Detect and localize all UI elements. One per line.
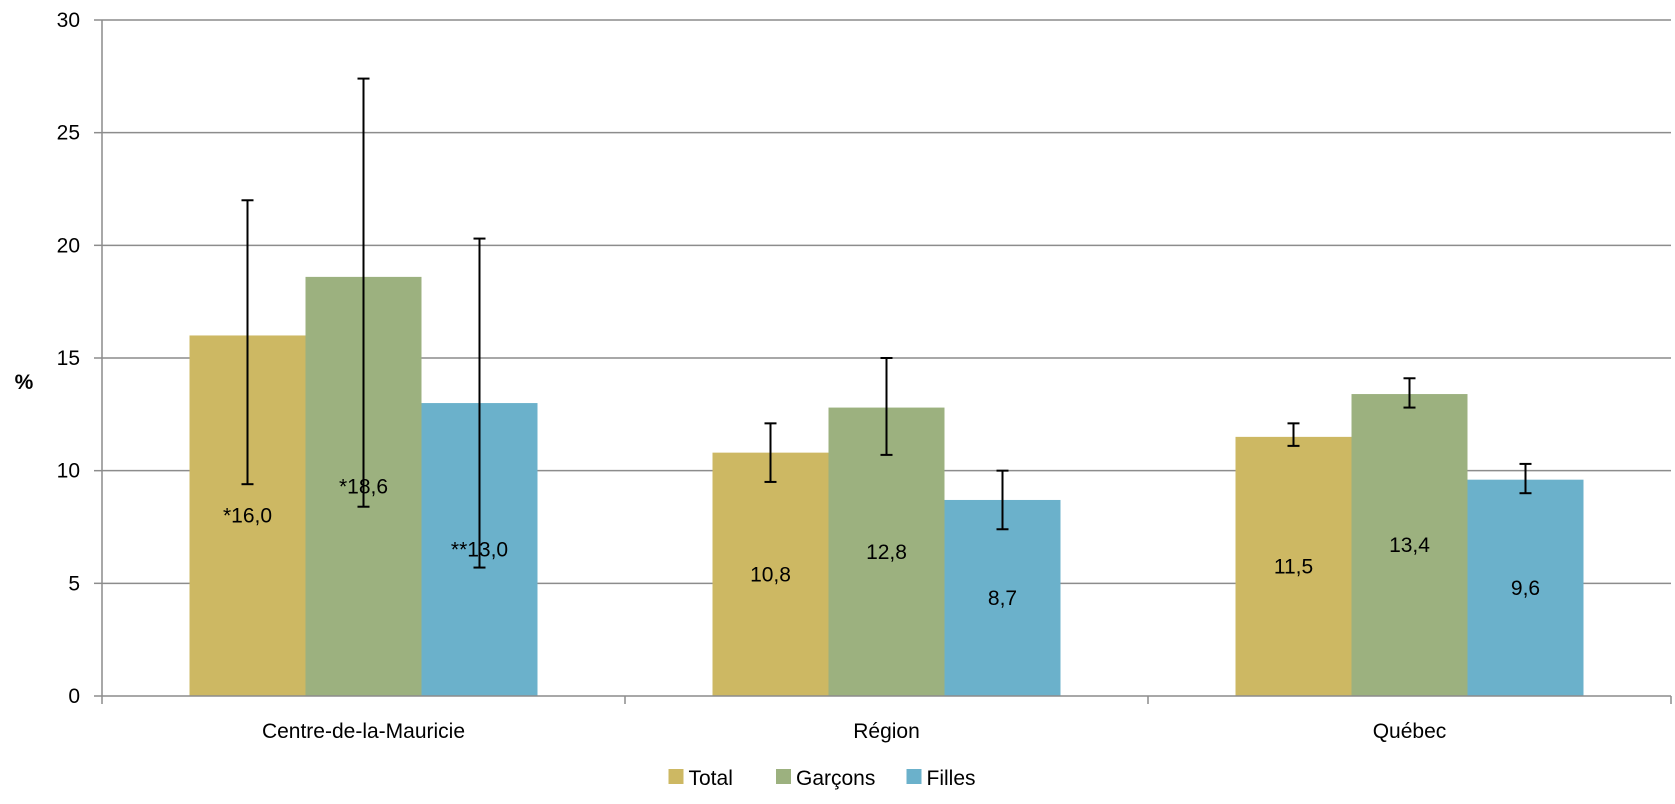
x-tick-label: Québec	[1373, 720, 1447, 743]
legend-swatch-total	[668, 769, 684, 784]
y-tick-label: 10	[57, 460, 80, 483]
bar-filles-2	[1467, 479, 1584, 696]
x-tick-label: Région	[853, 720, 920, 743]
y-tick-label: 20	[57, 234, 80, 257]
data-label: 11,5	[1274, 555, 1313, 578]
x-tick-label: Centre-de-la-Mauricie	[262, 720, 465, 743]
data-label: 8,7	[988, 587, 1017, 610]
bar-filles-1	[944, 499, 1061, 696]
data-label: **13,0	[451, 539, 508, 562]
bar-garons-2	[1351, 394, 1468, 696]
data-label: *18,6	[339, 475, 388, 498]
bar-total-1	[712, 452, 829, 696]
legend-swatch-garons	[776, 769, 791, 784]
data-label: *16,0	[223, 505, 272, 528]
data-label: 13,4	[1389, 534, 1430, 557]
y-tick-label: 30	[57, 9, 80, 32]
data-label: 12,8	[866, 541, 907, 564]
y-tick-label: 25	[57, 122, 80, 145]
data-label: 10,8	[750, 563, 791, 586]
data-label: 9,6	[1511, 577, 1540, 600]
legend-label: Filles	[927, 767, 976, 790]
bar-total-2	[1235, 436, 1352, 696]
y-tick-label: 5	[68, 572, 80, 595]
legend-label: Garçons	[796, 767, 875, 790]
legend-label: Total	[689, 767, 733, 790]
y-tick-label: 0	[68, 685, 80, 708]
legend-swatch-filles	[906, 769, 922, 784]
y-tick-label: 15	[57, 347, 80, 370]
y-axis-label: %	[15, 371, 34, 394]
